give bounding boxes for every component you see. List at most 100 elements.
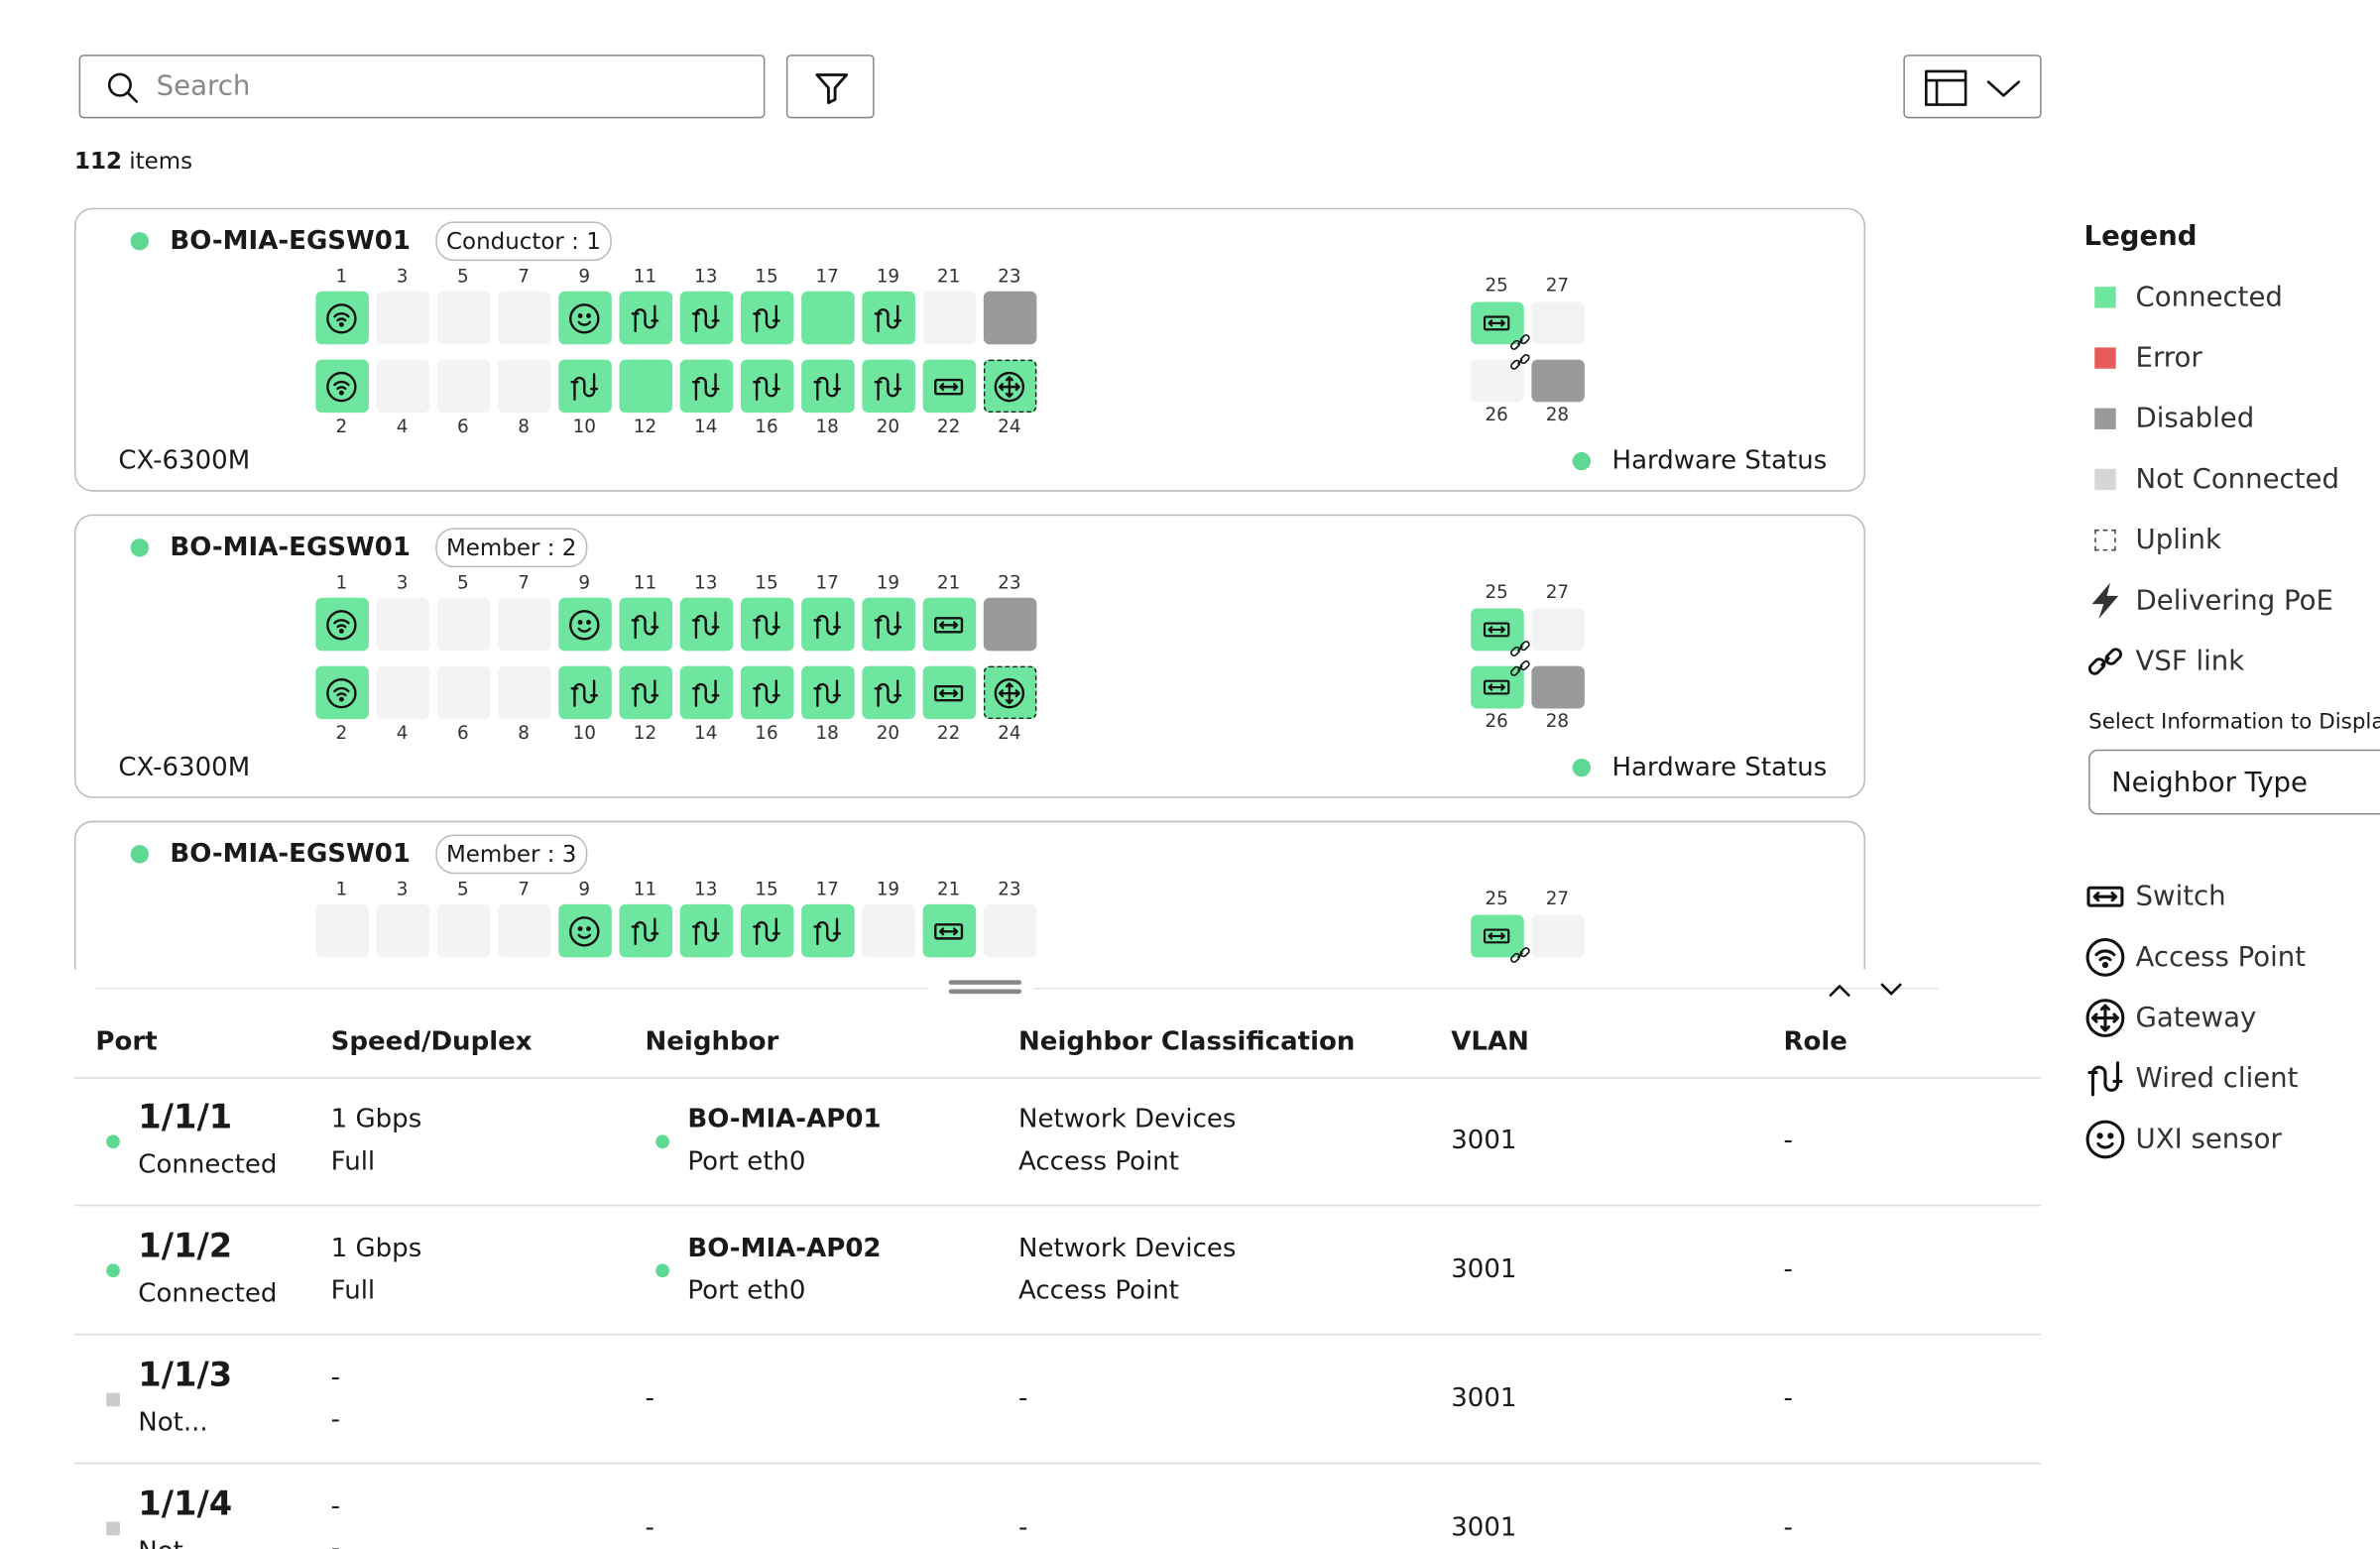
role-badge: Conductor : 1 (435, 221, 612, 262)
port (1470, 665, 1523, 709)
port (1470, 914, 1523, 958)
port-number: 11 (633, 878, 657, 900)
port (314, 903, 369, 958)
layout-button[interactable] (1903, 55, 2042, 119)
port (618, 903, 672, 958)
port (375, 359, 429, 414)
item-count: 112 items (74, 147, 192, 175)
port-number: 19 (876, 265, 900, 288)
port-number: 5 (456, 878, 469, 900)
neighbor-type-icon (2084, 1119, 2127, 1161)
table-row[interactable]: 1/1/2 Connected 1 Gbps Full BO-MIA-AP02 Port … (73, 1206, 2042, 1336)
search-icon (107, 72, 139, 103)
port-status-dot (106, 1263, 120, 1278)
port-number: 5 (456, 265, 469, 288)
port (557, 597, 612, 652)
role: - (1783, 1512, 1793, 1543)
switch-name: BO-MIA-EGSW01 (170, 839, 411, 870)
port-icon (1482, 672, 1512, 703)
column-header: Neighbor (645, 1026, 779, 1058)
port (740, 665, 793, 720)
port-number: 10 (572, 416, 596, 437)
port-number: 23 (998, 571, 1021, 594)
port (497, 903, 550, 958)
port-icon (872, 608, 905, 642)
port (861, 903, 915, 958)
neighbor-type-label: Wired client (2135, 1062, 2299, 1095)
port-icon (629, 301, 662, 335)
port-number: 15 (755, 571, 778, 594)
switch-card[interactable]: BO-MIA-EGSW01 Member : 2 1 3 5 7 9 11 13 15 17 19 21… (73, 514, 1866, 798)
port (921, 903, 976, 958)
switch-card[interactable]: BO-MIA-EGSW01 Conductor : 1 1 3 5 7 9 11 13 15 17 1… (73, 207, 1866, 492)
status-dot (130, 845, 149, 864)
port-icon (325, 676, 359, 710)
port (678, 291, 733, 345)
display-value: Neighbor Type (2111, 767, 2308, 799)
resize-handle[interactable] (948, 980, 1022, 985)
port (1530, 301, 1585, 345)
port (314, 597, 369, 652)
port-icon (750, 608, 783, 642)
port-icon (932, 370, 966, 404)
column-header: Neighbor Classification (1018, 1026, 1356, 1058)
port-number: 9 (578, 571, 591, 594)
neighbor-type-icon (2084, 997, 2127, 1039)
duplex: - (331, 1534, 340, 1549)
port (678, 597, 733, 652)
port (678, 359, 733, 414)
port (375, 291, 429, 345)
port-icon (629, 676, 662, 710)
port-number: 22 (936, 416, 961, 437)
port (1530, 914, 1585, 958)
scroll-arrows[interactable] (1825, 974, 1910, 1005)
port (1470, 301, 1523, 345)
neighbor-type-icon (2084, 1057, 2127, 1100)
port-number: 28 (1545, 403, 1570, 425)
port-number: 19 (876, 878, 900, 900)
switch-card[interactable]: BO-MIA-EGSW01 Member : 3 1 3 5 7 9 11 13 15 17 19 21… (73, 820, 1866, 970)
item-count-number: 112 (73, 147, 122, 175)
port-number: 5 (456, 571, 469, 594)
neighbor-port: Port eth0 (687, 1146, 806, 1178)
legend-swatch (2094, 347, 2116, 369)
port-table: Port Speed/Duplex Neighbor Neighbor Classif… (73, 971, 2042, 1549)
display-select[interactable]: Neighbor Type (2088, 749, 2380, 815)
table-row[interactable]: 1/1/1 Connected 1 Gbps Full BO-MIA-AP01 Port … (73, 1077, 2042, 1207)
port (436, 291, 490, 345)
port-icon (750, 301, 783, 335)
neighbor: - (645, 1512, 654, 1543)
port (983, 665, 1036, 720)
port-number: 4 (396, 722, 409, 744)
legend-icon (2085, 581, 2125, 621)
port-icon (810, 676, 844, 710)
port-icon (810, 608, 844, 642)
port-number: 11 (633, 265, 657, 288)
item-count-label: items (129, 147, 193, 175)
port-icon (567, 676, 601, 710)
port (1530, 665, 1585, 709)
table-row[interactable]: 1/1/4 Not... - - - - 3001 - (74, 1464, 2042, 1549)
port-number: 27 (1545, 887, 1570, 909)
table-row[interactable]: 1/1/3 Not... - - - - 3001 - (73, 1335, 2042, 1465)
vlan: 3001 (1451, 1126, 1517, 1156)
classification-type: Access Point (1018, 1275, 1179, 1307)
search-box[interactable]: Search (78, 55, 766, 119)
role-badge: Member : 2 (435, 528, 588, 568)
port (1470, 608, 1523, 652)
port-number: 25 (1485, 274, 1508, 297)
port-icon (567, 370, 601, 404)
port-number: 8 (518, 722, 530, 744)
filter-button[interactable] (785, 55, 875, 119)
filter-icon (815, 73, 849, 105)
resize-handle[interactable] (948, 989, 1022, 995)
legend-swatch (2094, 529, 2116, 551)
layout-icon (1925, 69, 2020, 106)
port-icon (629, 608, 662, 642)
port (557, 291, 612, 345)
port-icon (567, 914, 601, 948)
port (983, 359, 1036, 414)
column-header: Port (95, 1026, 158, 1058)
port-number: 27 (1545, 580, 1570, 603)
